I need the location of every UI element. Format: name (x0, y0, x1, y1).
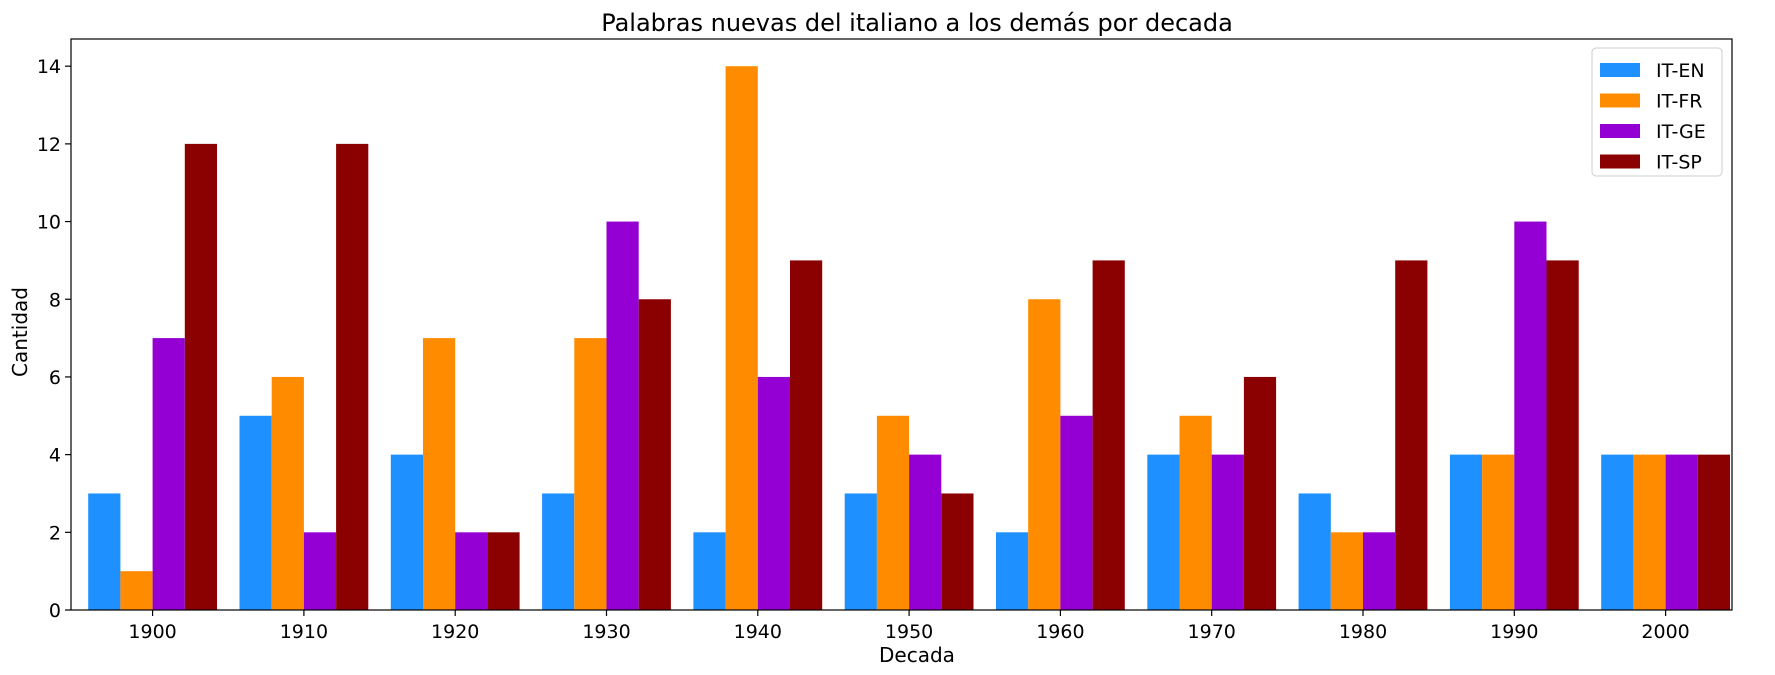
bar-it-en-1960 (996, 532, 1029, 610)
bar-it-fr-1930 (574, 338, 607, 610)
bar-it-sp-2000 (1697, 454, 1730, 610)
bar-it-ge-1950 (909, 454, 942, 610)
bar-it-fr-1960 (1028, 299, 1061, 610)
bar-it-fr-1920 (423, 338, 456, 610)
bar-it-ge-2000 (1665, 454, 1698, 610)
x-tick-label: 1920 (431, 621, 479, 643)
x-tick-label: 1950 (885, 621, 933, 643)
legend: IT-EN IT-FR IT-GE IT-SP (1591, 47, 1723, 177)
bar-it-sp-1930 (638, 299, 671, 610)
plot-area (70, 38, 1733, 611)
legend-label-it-en: IT-EN (1656, 60, 1705, 82)
bar-it-fr-1940 (725, 66, 758, 610)
y-tick-label: 10 (37, 212, 61, 234)
bar-it-sp-1960 (1092, 260, 1125, 610)
bar-it-sp-1970 (1243, 376, 1277, 610)
x-tick-label: 1970 (1188, 621, 1236, 643)
bar-it-en-1980 (1298, 493, 1331, 610)
y-tick-label: 0 (49, 600, 61, 622)
y-tick-label: 14 (37, 56, 61, 78)
bar-it-fr-1970 (1179, 415, 1212, 610)
bar-it-en-1900 (88, 493, 121, 610)
bar-it-ge-1980 (1363, 532, 1396, 610)
legend-swatch-it-fr (1600, 93, 1640, 108)
bar-it-en-2000 (1601, 454, 1634, 610)
bar-it-en-1950 (844, 493, 877, 610)
y-tick-label: 6 (49, 367, 61, 389)
bar-it-ge-1920 (455, 532, 488, 610)
y-tick-label: 4 (49, 445, 61, 467)
bar-it-fr-2000 (1633, 454, 1666, 610)
bar-it-fr-1950 (876, 415, 910, 610)
x-tick-label: 2000 (1641, 621, 1689, 643)
y-axis-ticks: 0 2 4 6 8 10 12 14 (37, 56, 71, 622)
y-axis-label: Cantidad (8, 287, 32, 377)
legend-box (1591, 47, 1723, 177)
x-tick-label: 1900 (128, 621, 176, 643)
plot-frame (70, 38, 1733, 611)
bar-it-sp-1900 (184, 143, 217, 610)
bar-it-fr-1900 (120, 571, 153, 610)
bar-it-ge-1930 (606, 221, 639, 610)
x-tick-label: 1940 (734, 621, 782, 643)
x-tick-label: 1960 (1036, 621, 1084, 643)
legend-swatch-it-ge (1600, 124, 1640, 138)
x-tick-label: 1990 (1490, 621, 1538, 643)
y-tick-label: 8 (49, 289, 61, 311)
bar-it-en-1970 (1147, 454, 1180, 610)
bar-it-ge-1900 (152, 338, 185, 610)
bar-it-sp-1950 (941, 493, 974, 610)
x-axis-ticks: 1900 1910 1920 1930 1940 1950 1960 1970 1980 1990… (128, 610, 1690, 643)
legend-swatch-it-en (1600, 63, 1640, 77)
bar-it-ge-1940 (757, 376, 790, 610)
bar-it-fr-1980 (1330, 532, 1363, 610)
bar-it-ge-1990 (1514, 221, 1547, 610)
x-tick-label: 1910 (280, 621, 328, 643)
x-axis-label: Decada (879, 643, 955, 667)
bar-it-sp-1910 (336, 143, 369, 610)
bar-it-ge-1970 (1211, 454, 1244, 610)
bar-it-fr-1990 (1482, 454, 1515, 610)
bar-it-sp-1920 (487, 532, 520, 610)
bar-it-sp-1980 (1395, 260, 1428, 610)
bar-it-fr-1910 (271, 376, 304, 610)
legend-label-it-ge: IT-GE (1656, 121, 1706, 143)
bar-it-en-1930 (542, 493, 575, 610)
y-tick-label: 12 (37, 134, 61, 156)
x-tick-label: 1980 (1339, 621, 1387, 643)
bar-it-sp-1990 (1546, 260, 1579, 610)
bar-it-ge-1910 (303, 532, 337, 610)
y-tick-label: 2 (49, 522, 61, 544)
bar-it-en-1910 (239, 415, 272, 610)
x-tick-label: 1930 (582, 621, 630, 643)
chart-title: Palabras nuevas del italiano a los demás… (601, 9, 1233, 37)
legend-label-it-sp: IT-SP (1656, 152, 1702, 174)
bar-it-en-1940 (693, 532, 726, 610)
bar-it-sp-1940 (790, 260, 823, 610)
legend-label-it-fr: IT-FR (1656, 91, 1702, 113)
legend-swatch-it-sp (1600, 154, 1640, 169)
bar-it-en-1920 (390, 454, 423, 610)
bar-it-ge-1960 (1060, 415, 1093, 610)
bar-it-en-1990 (1449, 454, 1483, 610)
